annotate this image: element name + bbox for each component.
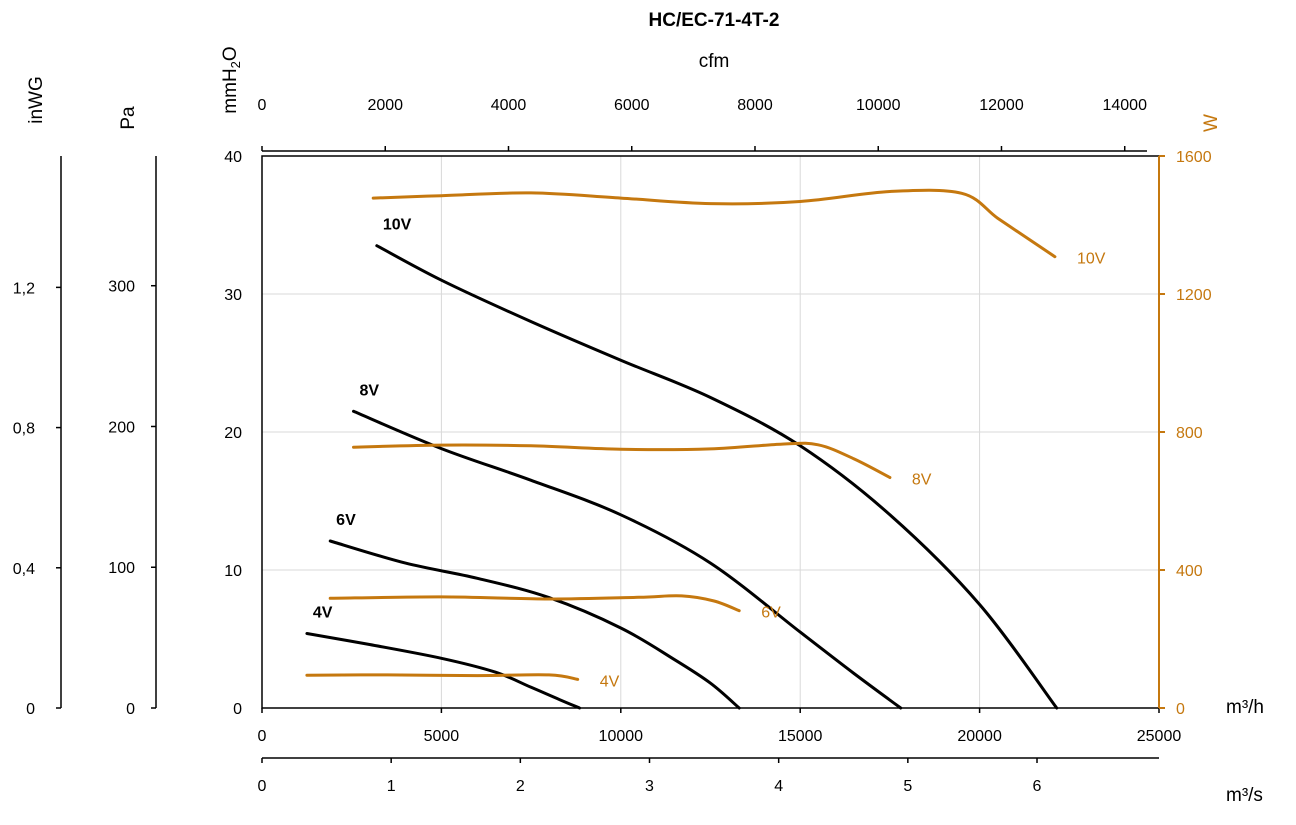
mmh2o-tick-label: 20 [224,425,242,442]
m3s-tick-label: 3 [645,778,654,795]
power-tick-label: 1600 [1176,149,1212,166]
mmh2o-tick-label: 10 [224,563,242,580]
data-series: 10V 8V 6V 4V 10V 8V 6V 4V [305,188,1106,710]
m3s-tick-label: 0 [258,778,267,795]
m3s-tick-label: 2 [516,778,525,795]
m3h-tick-label: 25000 [1137,728,1182,745]
inwg-axis-label: inWG [26,76,47,124]
power-axis-label: W [1201,114,1222,132]
cfm-tick-label: 14000 [1102,97,1147,114]
pressure-curve-label-6v: 6V [336,512,356,529]
m3s-tick-label: 5 [903,778,912,795]
power-tick-label: 0 [1176,701,1185,718]
power-curve-label-4v: 4V [600,673,620,690]
m3h-axis-label: m³/h [1226,697,1264,718]
inwg-tick-label: 0,4 [13,561,35,578]
inwg-tick-label: 0 [26,701,35,718]
power-curve-4v [305,673,580,681]
power-curve-label-8v: 8V [912,472,932,489]
mmh2o-tick-label: 40 [224,149,242,166]
power-tick-label: 1200 [1176,287,1212,304]
pa-tick-label: 100 [108,560,135,577]
pressure-curve-label-10v: 10V [383,217,412,234]
cfm-tick-label: 2000 [367,97,403,114]
m3s-axis-label: m³/s [1226,785,1263,806]
pa-axis-label: Pa [118,106,139,130]
m3s-tick-label: 6 [1033,778,1042,795]
power-tick-label: 400 [1176,563,1203,580]
m3h-tick-label: 10000 [599,728,644,745]
cfm-tick-label: 10000 [856,97,901,114]
power-curve-10v [371,188,1057,259]
power-curve-label-10v: 10V [1077,251,1106,268]
cfm-axis-label: cfm [699,51,730,72]
cfm-tick-label: 0 [258,97,267,114]
cfm-tick-label: 12000 [979,97,1024,114]
pa-tick-label: 200 [108,419,135,436]
power-curve-8v [352,441,892,479]
pressure-curve-6v [328,539,741,710]
pressure-curve-label-4v: 4V [313,604,333,621]
pa-tick-label: 300 [108,279,135,296]
pressure-curve-label-8v: 8V [359,382,379,399]
inwg-tick-label: 1,2 [13,280,35,297]
cfm-tick-label: 8000 [737,97,773,114]
cfm-tick-label: 4000 [491,97,527,114]
mmh2o-tick-label: 0 [233,701,242,718]
pa-tick-label: 0 [126,701,135,718]
power-curve-6v [328,594,741,613]
m3s-tick-label: 1 [387,778,396,795]
m3s-tick-label: 4 [774,778,783,795]
m3h-tick-label: 0 [258,728,267,745]
cfm-tick-label: 6000 [614,97,650,114]
m3h-tick-label: 20000 [957,728,1002,745]
m3h-tick-label: 15000 [778,728,823,745]
m3h-tick-label: 5000 [424,728,460,745]
power-tick-label: 800 [1176,425,1203,442]
pressure-curve-4v [305,632,581,710]
gridlines [262,156,1159,708]
pressure-curve-10v [375,244,1059,710]
pressure-curve-8v [352,409,903,710]
mmh2o-tick-label: 30 [224,287,242,304]
power-curve-label-6v: 6V [761,605,781,622]
mmh2o-axis-label: mmH2O [220,46,243,113]
inwg-tick-label: 0,8 [13,421,35,438]
chart-title: HC/EC-71-4T-2 [649,10,780,31]
